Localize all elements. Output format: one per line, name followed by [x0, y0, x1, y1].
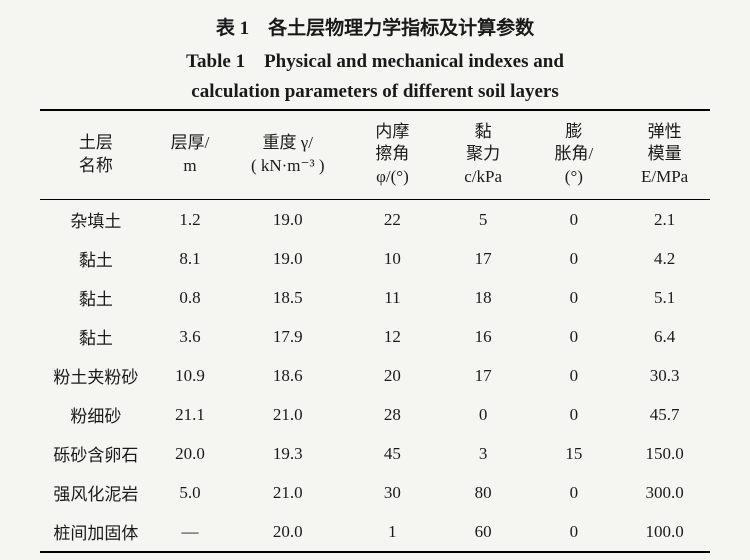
cell-friction-angle: 22 — [347, 200, 438, 240]
cell-elastic-modulus: 2.1 — [619, 200, 710, 240]
cell-elastic-modulus: 150.0 — [619, 434, 710, 473]
cell-cohesion: 5 — [438, 200, 529, 240]
cell-soil-name: 砾砂含卵石 — [40, 434, 152, 473]
cell-soil-name: 粉细砂 — [40, 395, 152, 434]
cell-thickness: 5.0 — [152, 473, 229, 512]
cell-elastic-modulus: 100.0 — [619, 512, 710, 552]
col-header-soil-name: 土层 名称 — [40, 110, 152, 200]
cell-elastic-modulus: 300.0 — [619, 473, 710, 512]
cell-friction-angle: 20 — [347, 356, 438, 395]
col-header-thickness: 层厚/ m — [152, 110, 229, 200]
soil-parameters-table: 土层 名称 层厚/ m 重度 γ/ ( kN·m⁻³ ) 内摩 擦角 φ/(°)… — [40, 109, 710, 554]
cell-soil-name: 粉土夹粉砂 — [40, 356, 152, 395]
cell-friction-angle: 45 — [347, 434, 438, 473]
cell-thickness: 10.9 — [152, 356, 229, 395]
table-row: 黏土 0.8 18.5 11 18 0 5.1 — [40, 278, 710, 317]
cell-soil-name: 黏土 — [40, 317, 152, 356]
cell-thickness: — — [152, 512, 229, 552]
table-row: 粉土夹粉砂 10.9 18.6 20 17 0 30.3 — [40, 356, 710, 395]
cell-thickness: 3.6 — [152, 317, 229, 356]
cell-cohesion: 0 — [438, 395, 529, 434]
cell-cohesion: 80 — [438, 473, 529, 512]
cell-cohesion: 16 — [438, 317, 529, 356]
cell-thickness: 20.0 — [152, 434, 229, 473]
cell-elastic-modulus: 45.7 — [619, 395, 710, 434]
table-row: 粉细砂 21.1 21.0 28 0 0 45.7 — [40, 395, 710, 434]
cell-elastic-modulus: 4.2 — [619, 239, 710, 278]
cell-friction-angle: 1 — [347, 512, 438, 552]
table-header-row: 土层 名称 层厚/ m 重度 γ/ ( kN·m⁻³ ) 内摩 擦角 φ/(°)… — [40, 110, 710, 200]
cell-thickness: 8.1 — [152, 239, 229, 278]
cell-unit-weight: 21.0 — [228, 473, 347, 512]
cell-friction-angle: 10 — [347, 239, 438, 278]
table-row: 桩间加固体 — 20.0 1 60 0 100.0 — [40, 512, 710, 552]
table-caption-en-line2: calculation parameters of different soil… — [40, 78, 710, 107]
cell-cohesion: 60 — [438, 512, 529, 552]
cell-elastic-modulus: 5.1 — [619, 278, 710, 317]
cell-dilation-angle: 0 — [528, 317, 619, 356]
cell-thickness: 1.2 — [152, 200, 229, 240]
cell-friction-angle: 11 — [347, 278, 438, 317]
table-caption-en-line1: Table 1 Physical and mechanical indexes … — [40, 48, 710, 77]
table-row: 砾砂含卵石 20.0 19.3 45 3 15 150.0 — [40, 434, 710, 473]
table-row: 杂填土 1.2 19.0 22 5 0 2.1 — [40, 200, 710, 240]
cell-soil-name: 杂填土 — [40, 200, 152, 240]
table-row: 黏土 8.1 19.0 10 17 0 4.2 — [40, 239, 710, 278]
cell-dilation-angle: 0 — [528, 356, 619, 395]
cell-unit-weight: 19.0 — [228, 239, 347, 278]
cell-unit-weight: 17.9 — [228, 317, 347, 356]
cell-soil-name: 黏土 — [40, 239, 152, 278]
col-header-unit-weight: 重度 γ/ ( kN·m⁻³ ) — [228, 110, 347, 200]
table-row: 黏土 3.6 17.9 12 16 0 6.4 — [40, 317, 710, 356]
cell-unit-weight: 18.6 — [228, 356, 347, 395]
col-header-friction-angle: 内摩 擦角 φ/(°) — [347, 110, 438, 200]
cell-elastic-modulus: 30.3 — [619, 356, 710, 395]
cell-elastic-modulus: 6.4 — [619, 317, 710, 356]
cell-dilation-angle: 0 — [528, 395, 619, 434]
cell-unit-weight: 20.0 — [228, 512, 347, 552]
cell-thickness: 21.1 — [152, 395, 229, 434]
cell-cohesion: 18 — [438, 278, 529, 317]
cell-cohesion: 3 — [438, 434, 529, 473]
cell-soil-name: 桩间加固体 — [40, 512, 152, 552]
cell-cohesion: 17 — [438, 356, 529, 395]
cell-unit-weight: 21.0 — [228, 395, 347, 434]
cell-dilation-angle: 0 — [528, 473, 619, 512]
table-caption-cn: 表 1 各土层物理力学指标及计算参数 — [40, 15, 710, 44]
col-header-dilation-angle: 膨 胀角/ (°) — [528, 110, 619, 200]
cell-unit-weight: 18.5 — [228, 278, 347, 317]
cell-dilation-angle: 0 — [528, 200, 619, 240]
cell-dilation-angle: 15 — [528, 434, 619, 473]
cell-soil-name: 强风化泥岩 — [40, 473, 152, 512]
cell-friction-angle: 12 — [347, 317, 438, 356]
cell-friction-angle: 28 — [347, 395, 438, 434]
cell-friction-angle: 30 — [347, 473, 438, 512]
cell-dilation-angle: 0 — [528, 278, 619, 317]
cell-thickness: 0.8 — [152, 278, 229, 317]
col-header-cohesion: 黏 聚力 c/kPa — [438, 110, 529, 200]
cell-dilation-angle: 0 — [528, 512, 619, 552]
col-header-elastic-modulus: 弹性 模量 E/MPa — [619, 110, 710, 200]
cell-soil-name: 黏土 — [40, 278, 152, 317]
cell-cohesion: 17 — [438, 239, 529, 278]
cell-unit-weight: 19.3 — [228, 434, 347, 473]
cell-unit-weight: 19.0 — [228, 200, 347, 240]
cell-dilation-angle: 0 — [528, 239, 619, 278]
table-body: 杂填土 1.2 19.0 22 5 0 2.1 黏土 8.1 19.0 10 1… — [40, 200, 710, 553]
table-row: 强风化泥岩 5.0 21.0 30 80 0 300.0 — [40, 473, 710, 512]
